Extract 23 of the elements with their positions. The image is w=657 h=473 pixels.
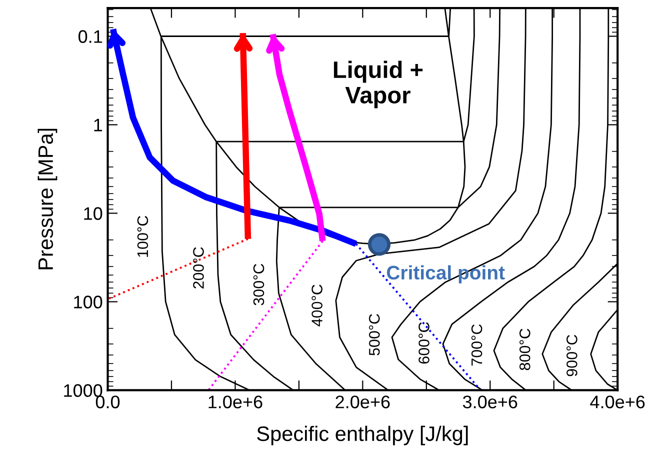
series-label: Critical point <box>386 265 505 284</box>
text: 400°C <box>312 284 322 326</box>
text: 700°C <box>471 324 482 366</box>
x-tick-label: 4.0e+6 <box>590 396 645 408</box>
text: 800°C <box>519 328 530 370</box>
x-axis-title: Specific enthalpy [J/kg] <box>257 426 468 446</box>
x-tick-label: 0.0 <box>96 396 120 408</box>
text: 600°C <box>418 322 430 364</box>
text: 500°C <box>368 314 380 356</box>
y-axis-title: Pressure [MPa] <box>38 128 58 270</box>
x-tick-label: 3.0e+6 <box>462 396 518 408</box>
y-tick-label: 1 <box>94 118 102 132</box>
annotation: Liquid + Vapor <box>334 60 423 108</box>
y-tick-label: 100 <box>74 296 102 308</box>
y-tick-label: 1000 <box>64 384 102 397</box>
x-tick-label: 1.0e+6 <box>208 396 262 408</box>
text: 200°C <box>193 247 204 288</box>
text: 100°C <box>137 216 148 257</box>
legend-label: 900°C <box>566 334 578 376</box>
y-tick-label: 0.1 <box>78 30 102 43</box>
y-tick-label: 10 <box>84 207 102 220</box>
x-tick-label: 2.0e+6 <box>336 396 390 408</box>
text: 300°C <box>253 264 264 306</box>
